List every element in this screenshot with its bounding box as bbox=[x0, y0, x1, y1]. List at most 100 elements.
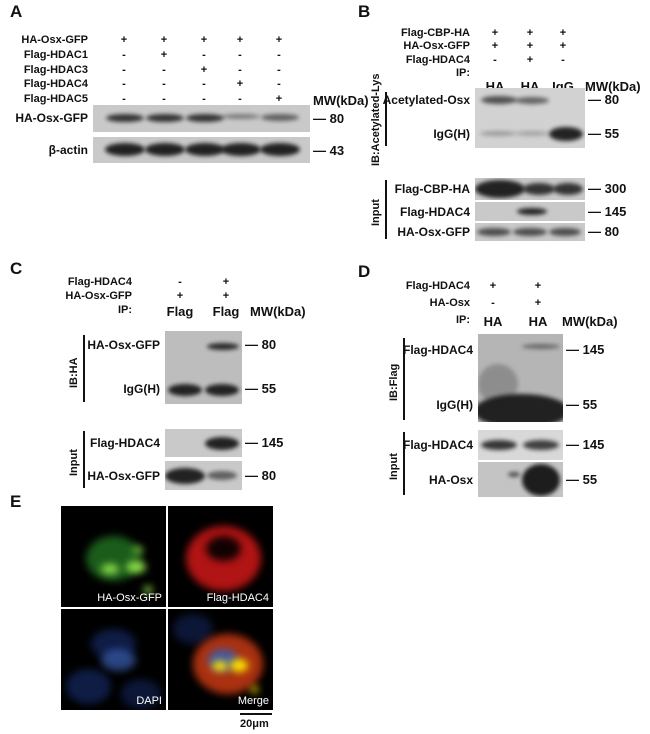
blot-label: β-actin bbox=[48, 143, 88, 157]
band bbox=[523, 440, 559, 450]
fluorescence-signal bbox=[121, 679, 161, 709]
blot-input bbox=[478, 462, 563, 497]
band bbox=[515, 97, 549, 104]
image-label: Flag-HDAC4 bbox=[206, 592, 269, 604]
band-label: HA-Osx-GFP bbox=[87, 338, 160, 352]
band bbox=[513, 228, 547, 236]
mw-marker: — 300 bbox=[588, 181, 627, 196]
mw-marker: — 43 bbox=[313, 143, 345, 158]
ip-label: IP: bbox=[455, 314, 470, 326]
band-label: IgG(H) bbox=[436, 398, 473, 412]
sign: - bbox=[122, 93, 126, 105]
sign: - bbox=[277, 49, 281, 61]
mw-marker: — 145 bbox=[588, 203, 627, 219]
image-label: DAPI bbox=[136, 695, 162, 707]
band bbox=[205, 437, 239, 450]
band bbox=[261, 114, 299, 121]
sign: + bbox=[236, 78, 244, 90]
panel-label: A bbox=[10, 2, 23, 21]
band bbox=[106, 114, 144, 122]
sign: + bbox=[120, 34, 128, 46]
band bbox=[508, 472, 520, 477]
sign: - bbox=[238, 64, 242, 76]
sign: - bbox=[122, 78, 126, 90]
band bbox=[478, 394, 563, 422]
band-label: HA-Osx bbox=[428, 472, 473, 487]
sign: + bbox=[222, 276, 230, 288]
sign: + bbox=[559, 40, 567, 52]
band bbox=[186, 114, 224, 122]
sign: - bbox=[122, 64, 126, 76]
band bbox=[207, 471, 237, 480]
sign: - bbox=[162, 64, 166, 76]
band-label: IgG(H) bbox=[123, 382, 160, 396]
band bbox=[260, 143, 300, 156]
sign: - bbox=[277, 64, 281, 76]
mw-marker: — 55 bbox=[245, 381, 277, 396]
fluorescence-signal bbox=[101, 649, 136, 671]
mw-marker: — 145 bbox=[566, 437, 605, 452]
band bbox=[522, 344, 560, 349]
divider-line bbox=[385, 180, 387, 239]
ip-antibody: Flag bbox=[166, 304, 194, 319]
sign: - bbox=[162, 78, 166, 90]
row-label: HA-Osx-GFP bbox=[21, 34, 88, 46]
row-label: Flag-CBP-HA bbox=[400, 27, 470, 39]
row-label: HA-Osx-GFP bbox=[65, 290, 132, 302]
blot-input bbox=[478, 430, 563, 460]
band bbox=[553, 183, 583, 195]
panel-label: C bbox=[10, 259, 23, 278]
band bbox=[517, 208, 547, 215]
image-label: HA-Osx-GFP bbox=[97, 592, 162, 604]
micrograph-dapi: DAPI bbox=[61, 609, 166, 710]
mw-header: MW(kDa) bbox=[585, 79, 641, 94]
image-label: Merge bbox=[237, 695, 269, 707]
fluorescence-signal bbox=[101, 564, 119, 574]
sign: + bbox=[222, 290, 230, 302]
row-label: Flag-HDAC4 bbox=[23, 78, 88, 90]
sign: - bbox=[238, 93, 242, 105]
band bbox=[221, 143, 261, 156]
ip-antibody: HA bbox=[483, 314, 503, 329]
row-label: Flag-HDAC4 bbox=[405, 280, 470, 292]
mw-marker: — 55 bbox=[588, 126, 620, 141]
band-label: Flag-HDAC4 bbox=[402, 438, 473, 452]
band-label: Flag-HDAC4 bbox=[399, 204, 470, 219]
ib-label: IB:Acetylated-Lys bbox=[370, 72, 382, 166]
band bbox=[105, 143, 145, 156]
fluorescence-signal bbox=[212, 661, 228, 671]
band bbox=[478, 364, 518, 404]
row-label: Flag-HDAC3 bbox=[23, 64, 88, 76]
mw-header: MW(kDa) bbox=[250, 304, 306, 319]
row-label: HA-Osx bbox=[429, 297, 470, 309]
row-label: Flag-HDAC1 bbox=[23, 49, 88, 61]
sign: - bbox=[202, 93, 206, 105]
input-label: Input bbox=[370, 198, 382, 226]
divider-line bbox=[403, 338, 405, 420]
row-label: Flag-HDAC4 bbox=[405, 54, 470, 66]
blot-label: HA-Osx-GFP bbox=[15, 111, 88, 125]
band-label: Acetylated-Osx bbox=[382, 93, 470, 107]
divider-line bbox=[403, 432, 405, 495]
blot-ib bbox=[165, 331, 242, 404]
fluorescence-signal bbox=[66, 669, 111, 704]
divider-line bbox=[385, 92, 387, 146]
divider-line bbox=[83, 431, 85, 488]
mw-header: MW(kDa) bbox=[562, 314, 618, 329]
band bbox=[549, 127, 583, 141]
sign: - bbox=[277, 78, 281, 90]
band bbox=[185, 143, 225, 156]
band bbox=[146, 114, 184, 122]
sign: - bbox=[561, 54, 565, 66]
band bbox=[523, 183, 555, 195]
sign: - bbox=[162, 93, 166, 105]
row-label: Flag-HDAC4 bbox=[67, 276, 132, 288]
sign: - bbox=[122, 49, 126, 61]
sign: + bbox=[160, 49, 168, 61]
band bbox=[522, 464, 560, 496]
scale-bar-label: 20μm bbox=[240, 718, 269, 730]
ib-label: IB:HA bbox=[68, 356, 80, 388]
ip-label: IP: bbox=[117, 304, 132, 316]
band bbox=[515, 131, 549, 136]
band bbox=[145, 143, 185, 156]
